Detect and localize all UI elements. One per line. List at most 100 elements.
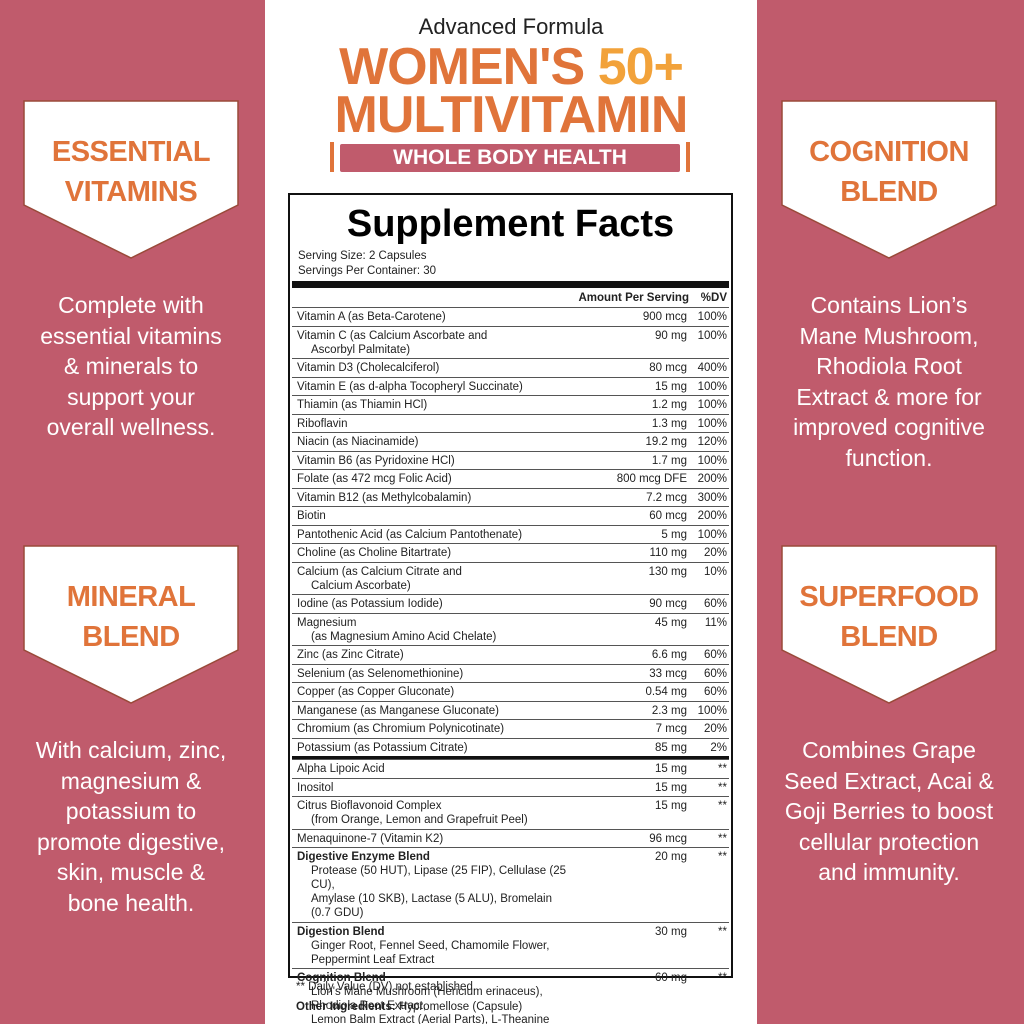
amount: 15 mg (655, 800, 687, 812)
daily-value: 2% (710, 741, 727, 754)
facts-row: Pantothenic Acid (as Calcium Pantothenat… (292, 524, 729, 544)
name-line: Alpha Lipoic Acid (297, 763, 385, 775)
nutrient-name: Selenium (as Selenomethionine) (297, 667, 567, 681)
nutrient-name: Vitamin A (as Beta-Carotene) (297, 310, 567, 324)
name-line: Calcium (as Calcium Citrate and (297, 565, 462, 578)
nutrient-name: Magnesium (as Magnesium Amino Acid Chelat… (297, 616, 567, 644)
name-line: Thiamin (as Thiamin HCl) (297, 399, 428, 411)
name-line: Menaquinone-7 (Vitamin K2) (297, 832, 444, 845)
name-line: Potassium (as Potassium Citrate) (297, 741, 468, 754)
nutrient-name: Vitamin B6 (as Pyridoxine HCl) (297, 454, 567, 468)
facts-row: Inositol 15 mg ** (292, 777, 729, 797)
nutrient-name: Chromium (as Chromium Polynicotinate) (297, 722, 567, 736)
description-line: overall wellness. (46, 414, 216, 440)
name-line: Vitamin D3 (Cholecalciferol) (297, 362, 440, 374)
subtitle: Advanced Formula (418, 14, 604, 39)
description-line: Combines Grape (802, 737, 976, 763)
daily-value: ** (718, 832, 727, 845)
daily-value: 10% (703, 565, 727, 578)
description-line: cellular protection (798, 828, 980, 855)
amount: 7.2 mcg (646, 491, 687, 504)
description-line: Mane Mushroom, (799, 322, 979, 349)
daily-value: 100% (697, 417, 727, 430)
description: Contains Lion’s Mane Mushroom, Rhodiola Ro… (759, 290, 1019, 473)
name-line: Vitamin C (as Calcium Ascorbate and (297, 329, 488, 342)
nutrient-name: Vitamin C (as Calcium Ascorbate and Ascor… (297, 329, 567, 357)
amount: 30 mg (655, 925, 687, 938)
facts-row: Potassium (as Potassium Citrate) 85 mg 2% (292, 737, 729, 757)
facts-row: Copper (as Copper Gluconate) 0.54 mg 60% (292, 682, 729, 701)
amount: 15 mg (655, 781, 687, 794)
name-line: Cognition Blend (297, 972, 386, 984)
nutrient-name: Digestive Enzyme Blend Protease (50 HUT),… (297, 850, 567, 920)
detail-line: Amylase (10 SKB), Lactase (5 ALU), Brome… (311, 893, 552, 919)
badge-shape (23, 545, 239, 704)
detail-line: Ginger Root, Fennel Seed, Chamomile Flow… (311, 939, 550, 966)
badge-text: BLEND (82, 621, 180, 653)
description-line: Contains Lion’s (810, 292, 968, 318)
amount: 7 mcg (655, 723, 687, 735)
name-line: Choline (as Choline Bitartrate) (297, 547, 452, 559)
description-line: promote digestive, (37, 828, 225, 855)
amount: 80 mcg (649, 362, 687, 374)
serving-size: Serving Size: 2 Capsules (298, 250, 427, 262)
name-line: Calcium Ascorbate) (311, 579, 411, 592)
amount: 900 mcg (642, 311, 687, 323)
nutrient-name: Choline (as Choline Bitartrate) (297, 546, 567, 560)
name-line: (from Orange, Lemon and Grapefruit Peel) (311, 814, 528, 826)
facts-row: Menaquinone-7 (Vitamin K2) 96 mcg ** (292, 828, 729, 848)
nutrient-name: Thiamin (as Thiamin HCl) (297, 398, 567, 412)
daily-value: 11% (704, 616, 727, 629)
nutrient-name: Menaquinone-7 (Vitamin K2) (297, 832, 567, 846)
facts-row: Digestive Enzyme Blend Protease (50 HUT),… (292, 847, 729, 922)
tagline: WHOLE BODY HEALTH (340, 144, 680, 172)
description-line: Goji Berries to boost (784, 798, 994, 824)
amount: 110 mg (649, 547, 687, 559)
title-number: 50+ (597, 38, 684, 96)
name-line: Manganese (as Manganese Gluconate) (297, 704, 500, 717)
description: With calcium, zinc, magnesium & potassium … (1, 735, 261, 918)
amount: 6.6 mg (651, 649, 687, 661)
facts-row: Riboflavin 1.3 mg 100% (292, 413, 729, 433)
facts-row: Magnesium (as Magnesium Amino Acid Chelat… (292, 612, 729, 646)
supplement-facts: Supplement Facts Serving Size: 2 Capsules… (288, 193, 733, 1024)
description-line: potassium to (65, 798, 197, 824)
amount: 45 mg (655, 616, 687, 629)
nutrient-name: Vitamin E (as d-alpha Tocopheryl Succina… (297, 380, 567, 394)
daily-value: 60% (703, 598, 727, 610)
amount: 2.3 mg (651, 704, 687, 717)
description-line: Extract & more for (796, 383, 982, 410)
daily-value: 100% (697, 311, 727, 323)
name-line: Iodine (as Potassium Iodide) (297, 598, 443, 610)
amount: 5 mg (661, 528, 687, 541)
nutrient-name: Iodine (as Potassium Iodide) (297, 597, 567, 611)
amount: 60 mg (655, 972, 687, 984)
name-line: Vitamin B12 (as Methylcobalamin) (297, 491, 472, 504)
daily-value: 100% (697, 399, 727, 411)
nutrient-name: Inositol (297, 781, 567, 795)
nutrient-name: Riboflavin (297, 417, 567, 431)
name-line: Selenium (as Selenomethionine) (297, 667, 464, 680)
thick-rule (292, 281, 729, 288)
name-line: Niacin (as Niacinamide) (297, 436, 419, 448)
name-line: Pantothenic Acid (as Calcium Pantothenat… (297, 528, 523, 541)
nutrient-name: Vitamin D3 (Cholecalciferol) (297, 361, 567, 375)
daily-value: 100% (697, 528, 727, 541)
nutrient-name: Copper (as Copper Gluconate) (297, 685, 567, 699)
facts-row: Iodine (as Potassium Iodide) 90 mcg 60% (292, 594, 729, 613)
description: Complete with essential vitamins & mineral… (1, 290, 261, 443)
badge: ESSENTIAL VITAMINS (23, 100, 239, 260)
badge-text: ESSENTIAL (51, 136, 211, 168)
facts-row: Thiamin (as Thiamin HCl) 1.2 mg 100% (292, 395, 729, 414)
badge-shape (23, 100, 239, 259)
daily-value: 60% (703, 667, 727, 680)
daily-value: 200% (697, 473, 727, 485)
facts-row: Niacin (as Niacinamide) 19.2 mg 120% (292, 432, 729, 451)
daily-value: 200% (697, 510, 727, 522)
name-line: Inositol (297, 781, 334, 794)
amount: 15 mg (655, 380, 687, 393)
name-line: Riboflavin (297, 417, 348, 430)
description-line: skin, muscle & (56, 859, 206, 885)
spacer (297, 291, 578, 305)
